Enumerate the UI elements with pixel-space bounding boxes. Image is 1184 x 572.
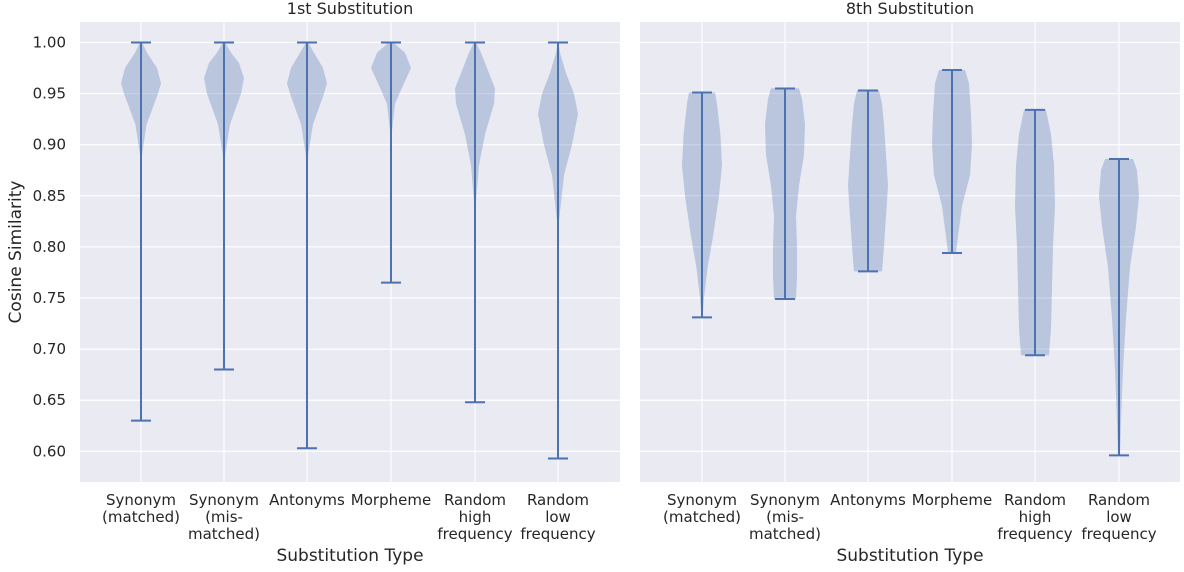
x-tick-label: frequency <box>997 525 1072 543</box>
y-tick-label: 0.70 <box>33 340 66 358</box>
panel-1-y-tick-labels: 0.60 0.65 0.70 0.75 0.80 0.85 0.90 0.95 1.00 <box>33 33 66 460</box>
y-tick-label: 0.90 <box>33 136 66 154</box>
y-axis-label: Cosine Similarity <box>6 181 26 324</box>
x-tick-label: Synonym <box>106 491 176 509</box>
x-tick-label: Antonyms <box>269 491 345 509</box>
panel-2-x-axis-label: Substitution Type <box>836 546 983 566</box>
x-tick-label: Synonym <box>750 491 820 509</box>
x-tick-label: matched) <box>188 525 260 543</box>
x-tick-label: Morpheme <box>912 491 992 509</box>
x-tick-label: frequency <box>520 525 595 543</box>
x-tick-label: matched) <box>749 525 821 543</box>
x-tick-label: Antonyms <box>830 491 906 509</box>
panel-2-x-tick-labels: Synonym(matched)Synonym(mis-matched)Anto… <box>663 491 1157 543</box>
panel-2-title: 8th Substitution <box>846 0 974 18</box>
x-tick-label: frequency <box>1081 525 1156 543</box>
x-tick-label: (matched) <box>663 508 741 526</box>
x-tick-label: Random <box>444 491 506 509</box>
y-tick-label: 0.60 <box>33 442 66 460</box>
x-tick-label: Synonym <box>189 491 259 509</box>
panel-2-plot-area <box>640 22 1180 482</box>
x-tick-label: (matched) <box>102 508 180 526</box>
x-tick-label: Random <box>1004 491 1066 509</box>
panel-1-title: 1st Substitution <box>287 0 413 18</box>
y-tick-label: 0.75 <box>33 289 66 307</box>
y-tick-label: 0.80 <box>33 238 66 256</box>
y-tick-label: 1.00 <box>33 33 66 51</box>
x-tick-label: (mis- <box>205 508 243 526</box>
x-tick-label: high <box>459 508 492 526</box>
panel-1-x-axis-label: Substitution Type <box>276 546 423 566</box>
x-tick-label: Synonym <box>667 491 737 509</box>
x-tick-label: low <box>1106 508 1132 526</box>
x-tick-label: high <box>1019 508 1052 526</box>
x-tick-label: frequency <box>437 525 512 543</box>
x-tick-label: low <box>545 508 571 526</box>
y-tick-label: 0.65 <box>33 391 66 409</box>
panel-2-violins <box>682 69 1139 457</box>
y-tick-label: 0.85 <box>33 187 66 205</box>
x-tick-label: (mis- <box>766 508 804 526</box>
panel-1-violins <box>121 41 578 460</box>
x-tick-label: Random <box>527 491 589 509</box>
panel-1-plot-area <box>80 22 620 482</box>
panel-1-x-tick-labels: Synonym(matched)Synonym(mis-matched)Anto… <box>102 491 596 543</box>
x-tick-label: Morpheme <box>351 491 431 509</box>
y-tick-label: 0.95 <box>33 85 66 103</box>
x-tick-label: Random <box>1088 491 1150 509</box>
